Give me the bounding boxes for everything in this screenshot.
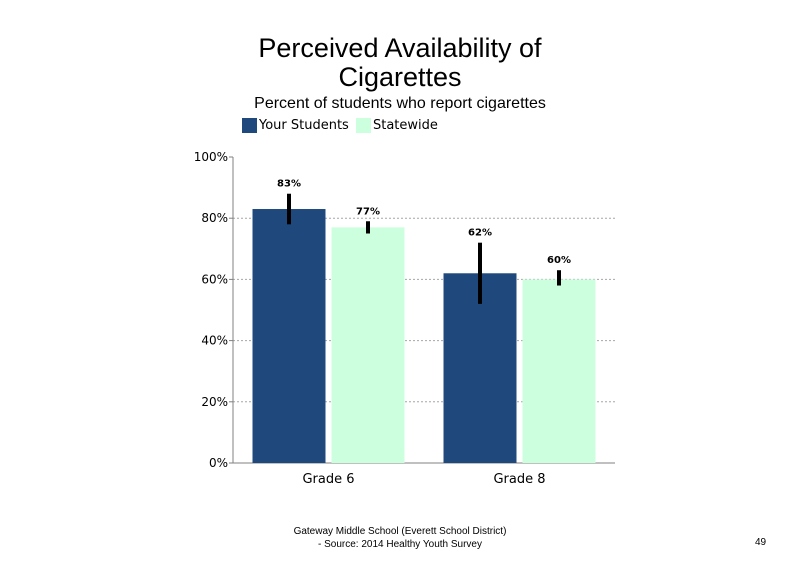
y-tick-label: 0% bbox=[209, 456, 228, 470]
data-label: 62% bbox=[468, 228, 492, 239]
legend-swatch-statewide bbox=[355, 118, 371, 133]
legend: Your Students Statewide bbox=[242, 118, 441, 137]
footer-school: Gateway Middle School (Everett School Di… bbox=[293, 526, 507, 537]
y-tick-label: 60% bbox=[201, 272, 228, 286]
chart-title: Perceived Availability of Cigarettes bbox=[258, 33, 542, 92]
bar bbox=[252, 209, 326, 463]
y-tick-label: 80% bbox=[201, 211, 228, 225]
bar bbox=[522, 279, 596, 463]
bar bbox=[331, 227, 405, 463]
data-label: 60% bbox=[547, 255, 571, 266]
footer: Gateway Middle School (Everett School Di… bbox=[200, 525, 600, 551]
page-number: 49 bbox=[755, 537, 767, 548]
legend-swatch-your-students bbox=[242, 118, 257, 133]
legend-item-statewide: Statewide bbox=[355, 118, 438, 133]
legend-item-your-students: Your Students bbox=[242, 118, 349, 133]
y-tick-label: 20% bbox=[201, 395, 228, 409]
data-label: 77% bbox=[356, 206, 380, 217]
x-tick-label: Grade 6 bbox=[302, 472, 354, 487]
y-tick-label: 40% bbox=[201, 334, 228, 348]
bar bbox=[443, 273, 517, 463]
x-tick-label: Grade 8 bbox=[493, 472, 545, 487]
legend-label-statewide: Statewide bbox=[372, 118, 438, 133]
y-tick-label: 100% bbox=[194, 150, 228, 164]
data-label: 83% bbox=[277, 179, 301, 190]
legend-label-your-students: Your Students bbox=[259, 118, 349, 133]
chart-subtitle: Percent of students who report cigarette… bbox=[254, 95, 546, 112]
footer-source: - Source: 2014 Healthy Youth Survey bbox=[318, 539, 482, 550]
